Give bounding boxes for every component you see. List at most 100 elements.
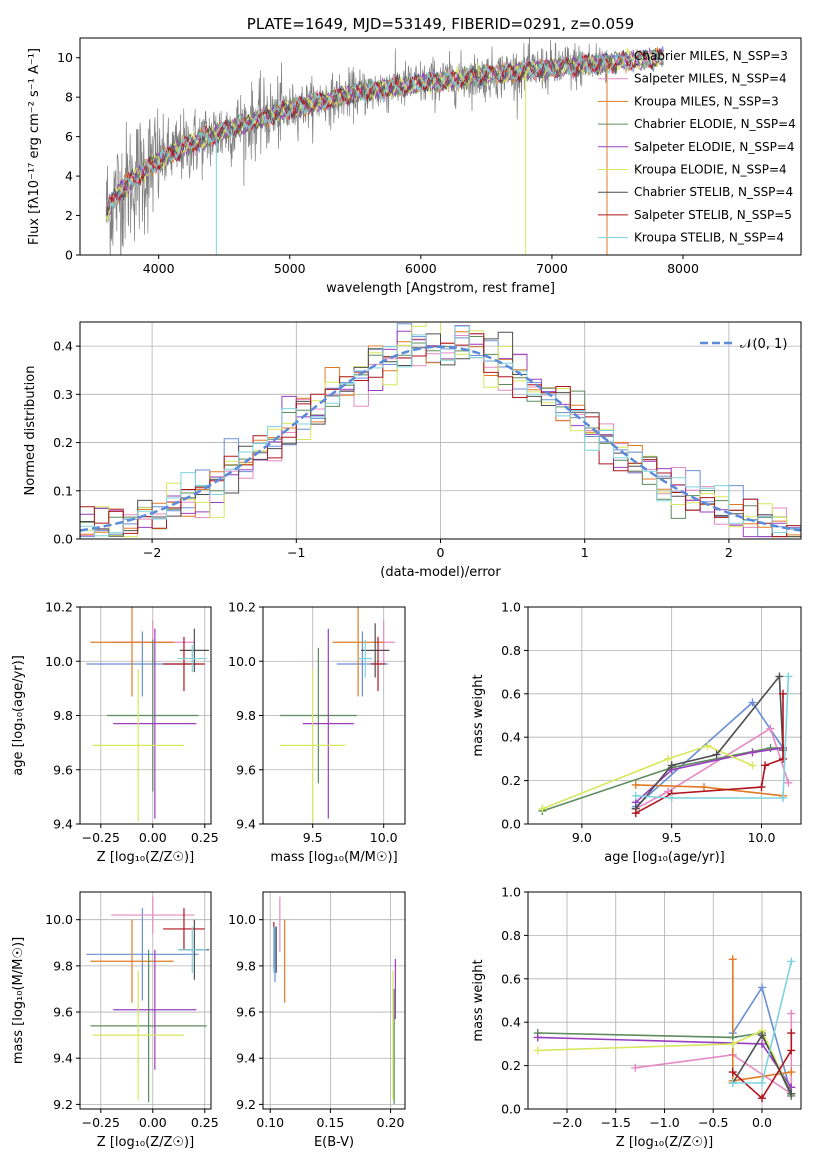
weight-marker xyxy=(779,754,788,763)
weight-marker xyxy=(787,957,796,966)
x-tick-label: −2.0 xyxy=(552,1115,582,1130)
legend-entry: Chabrier MILES, N_SSP=3 xyxy=(634,49,788,63)
y-tick-label: 9.6 xyxy=(53,1005,73,1020)
y-tick-label: 6 xyxy=(65,129,73,144)
x-tick-label: 6000 xyxy=(405,261,437,276)
weight-marker xyxy=(757,783,766,792)
weight-marker xyxy=(664,754,673,763)
x-axis-label: (data-model)/error xyxy=(380,565,501,580)
weight-marker xyxy=(787,1046,796,1055)
legend-entry: Kroupa STELIB, N_SSP=4 xyxy=(634,231,784,245)
x-tick-label: 9.0 xyxy=(572,830,592,845)
normal-reference-curve xyxy=(80,345,801,532)
y-tick-label: 0.0 xyxy=(501,1102,521,1117)
y-tick-label: 10.2 xyxy=(228,600,256,615)
plot-area xyxy=(86,607,209,822)
y-tick-label: 9.4 xyxy=(236,1051,256,1066)
weight-marker xyxy=(784,778,793,787)
weight-marker xyxy=(533,1046,542,1055)
y-tick-label: 0.0 xyxy=(501,817,521,832)
x-tick-label: −0.25 xyxy=(82,830,120,845)
x-tick-label: −1 xyxy=(287,545,305,560)
panel-residuals: −2 −1 0 1 2 0.0 0.1 0.2 0.3 0.4 (data-model)/error… xyxy=(23,321,802,580)
weight-line xyxy=(635,693,784,814)
grid xyxy=(80,892,211,1109)
y-tick-label: 4 xyxy=(65,169,73,184)
x-axis-label: age [log₁₀(age/yr)] xyxy=(604,850,725,865)
y-tick-label: 9.2 xyxy=(53,1097,73,1112)
weight-marker xyxy=(728,1068,737,1077)
plot-area xyxy=(80,322,801,538)
weight-marker xyxy=(784,672,793,681)
x-tick-label: 4000 xyxy=(143,261,175,276)
weight-marker xyxy=(703,741,712,750)
legend-entry: Salpeter STELIB, N_SSP=5 xyxy=(634,208,792,222)
weight-marker xyxy=(779,689,788,698)
x-tick-label: −0.5 xyxy=(698,1115,728,1130)
y-tick-label: 9.8 xyxy=(53,708,73,723)
y-tick-label: 9.4 xyxy=(53,1051,73,1066)
y-tick-label: 0.1 xyxy=(53,483,73,498)
y-tick-label: 9.6 xyxy=(236,1005,256,1020)
x-axis-label: wavelength [Angstrom, rest frame] xyxy=(326,281,555,296)
y-tick-label: 10.2 xyxy=(45,600,73,615)
y-tick-label: 1.0 xyxy=(501,600,521,615)
y-axis-label: Normed distribution xyxy=(23,366,38,496)
y-axis-label: Flux [fλ10⁻¹⁷ erg cm⁻² s⁻¹ A⁻¹] xyxy=(27,48,42,245)
plot-area xyxy=(273,896,396,1105)
plot-frame xyxy=(262,891,406,1110)
x-tick-label: 2 xyxy=(725,545,733,560)
weight-marker xyxy=(758,983,766,992)
x-tick-label: 0.15 xyxy=(316,1115,344,1130)
weight-marker xyxy=(758,1031,766,1040)
legend-entry: Kroupa MILES, N_SSP=3 xyxy=(634,94,779,108)
panel-age-vs-mass: 9.5 10.0 9.4 9.6 9.8 10.0 10.2 mass [log₁₀(M/M☉… xyxy=(228,600,406,865)
y-tick-label: 9.4 xyxy=(53,817,73,832)
panel-spectrum: 4000 5000 6000 7000 8000 0 2 4 6 8 10 wavelength [A… xyxy=(27,15,802,296)
y-tick-label: 0.0 xyxy=(53,532,73,547)
x-tick-label: −1.5 xyxy=(601,1115,631,1130)
y-axis-label: mass weight xyxy=(471,959,486,1041)
weight-marker xyxy=(766,744,775,753)
weight-marker xyxy=(538,804,547,813)
y-tick-label: 10 xyxy=(57,50,73,65)
weight-marker xyxy=(758,1078,766,1087)
y-tick-label: 0.4 xyxy=(53,339,73,354)
weight-marker xyxy=(631,780,640,789)
weight-marker xyxy=(787,1009,796,1018)
weight-marker xyxy=(700,783,709,792)
model-fit-line xyxy=(106,49,664,208)
y-tick-label: 9.2 xyxy=(236,1097,256,1112)
residual-histogram xyxy=(80,325,801,537)
legend: 𝒩(0, 1) xyxy=(700,337,787,352)
y-tick-label: 0.2 xyxy=(501,773,521,788)
weight-marker xyxy=(787,1029,796,1038)
x-tick-label: 5000 xyxy=(274,261,306,276)
grid xyxy=(263,892,405,1109)
x-axis-label: Z [log₁₀(Z/Z☉)] xyxy=(616,1135,713,1150)
y-tick-label: 0.4 xyxy=(501,1015,521,1030)
y-axis-label: age [log₁₀(age/yr)] xyxy=(11,655,26,776)
x-axis-label: E(B-V) xyxy=(314,1135,354,1150)
weight-line xyxy=(542,745,753,810)
weight-marker xyxy=(748,761,757,770)
y-axis-label: mass [log₁₀(M/M☉)] xyxy=(11,937,26,1064)
panel-mass-vs-z: −0.25 0.00 0.25 9.2 9.4 9.6 9.8 10.0 Z [log₁₀(Z/… xyxy=(11,891,219,1150)
x-tick-label: −0.25 xyxy=(82,1115,120,1130)
weight-line xyxy=(537,1029,793,1095)
y-tick-label: 0.3 xyxy=(53,387,73,402)
y-tick-label: 10.0 xyxy=(228,912,256,927)
y-tick-label: 0.8 xyxy=(501,643,521,658)
x-tick-label: 7000 xyxy=(536,261,568,276)
x-tick-label: −2 xyxy=(143,545,161,560)
weight-marker xyxy=(631,791,640,800)
y-tick-label: 1.0 xyxy=(501,885,521,900)
x-axis-label: Z [log₁₀(Z/Z☉)] xyxy=(97,1135,194,1150)
plot-area xyxy=(280,607,396,822)
weight-line xyxy=(635,676,790,799)
x-tick-label: 0 xyxy=(437,545,445,560)
y-tick-label: 10.0 xyxy=(45,654,73,669)
y-tick-label: 9.6 xyxy=(236,762,256,777)
plot-area xyxy=(105,38,664,255)
